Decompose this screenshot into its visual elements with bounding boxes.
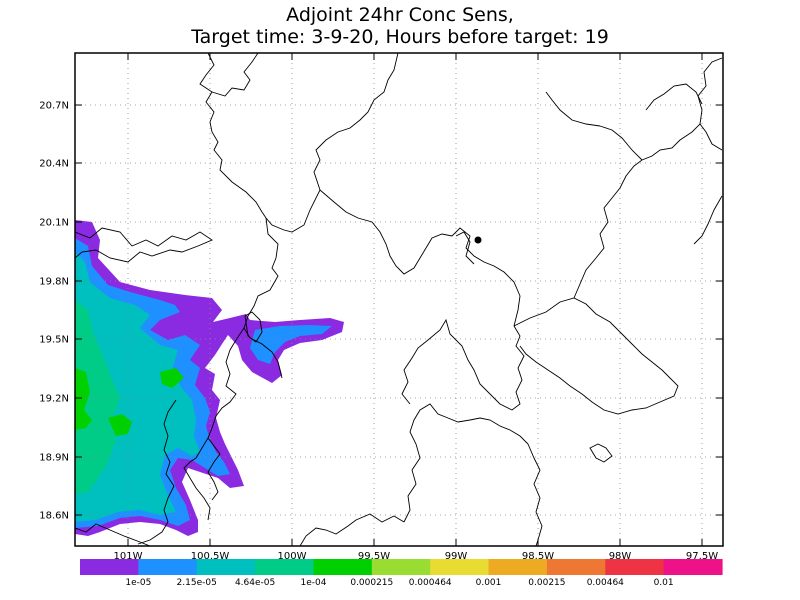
lat-tick-label: 20.4N [39, 159, 69, 170]
colorbar-swatch [255, 559, 315, 575]
lat-tick-label: 19.5N [39, 335, 69, 346]
colorbar-label: 0.001 [476, 578, 502, 588]
colorbar-label: 0.000215 [350, 578, 393, 588]
colorbar-swatch [546, 559, 606, 575]
title-line-2: Target time: 3-9-20, Hours before target… [191, 26, 609, 48]
colorbar-swatch [138, 559, 198, 575]
plume-level-blue-east [250, 325, 332, 364]
border-line [527, 443, 543, 546]
axis-ticks [75, 53, 723, 546]
border-line [513, 297, 679, 415]
border-line [183, 327, 245, 521]
colorbar-swatch [313, 559, 373, 575]
lat-tick-label: 19.8N [39, 277, 69, 288]
lon-tick-label: 99.5W [358, 551, 390, 562]
colorbar-label: 1e-04 [301, 578, 327, 588]
colorbar-label: 0.000464 [409, 578, 452, 588]
lat-tick-label: 20.7N [39, 101, 69, 112]
border-line [589, 443, 613, 463]
border-line [299, 513, 405, 546]
longitude-labels: 101W 100.5W 100W 99.5W 99W 98.5W 98W 97.5W [114, 551, 719, 562]
colorbar-swatch [80, 559, 139, 575]
border-line [697, 57, 723, 125]
lat-tick-label: 20.1N [39, 218, 69, 229]
colorbar-swatch [430, 559, 490, 575]
colorbar-swatch [196, 559, 256, 575]
border-line [545, 91, 601, 127]
border-line [401, 318, 525, 411]
border-line [403, 403, 529, 523]
border-line [319, 189, 521, 327]
border-line [645, 83, 703, 111]
colorbar-labels: 1e-05 2.15e-05 4.64e-05 1e-04 0.000215 0.0004… [125, 578, 673, 588]
colorbar-swatch [605, 559, 665, 575]
graticule [75, 53, 723, 546]
border-line [244, 311, 263, 343]
lon-tick-label: 100.5W [191, 551, 230, 562]
border-line [75, 523, 151, 546]
sensitivity-plume [75, 220, 344, 536]
lat-tick-label: 18.9N [39, 453, 69, 464]
plume-level-green-2 [108, 414, 132, 436]
border-line [455, 231, 475, 265]
colorbar-swatch [371, 559, 431, 575]
border-line [211, 53, 259, 97]
lon-tick-label: 100W [278, 551, 307, 562]
colorbar-label: 1e-05 [125, 578, 151, 588]
border-line [693, 195, 723, 245]
lon-tick-label: 101W [114, 551, 143, 562]
lon-tick-label: 97.5W [686, 551, 718, 562]
map-frame [74, 52, 724, 547]
colorbar-label: 0.00215 [528, 578, 565, 588]
border-line [137, 399, 177, 545]
target-location-marker [474, 236, 482, 244]
colorbar-label: 0.00464 [587, 578, 624, 588]
colorbar [80, 559, 723, 575]
lon-tick-label: 99W [445, 551, 468, 562]
border-line [75, 227, 213, 263]
border-line [243, 217, 283, 379]
colorbar-label: 0.01 [654, 578, 674, 588]
border-line [207, 437, 221, 501]
border-line [199, 53, 399, 233]
title-line-1: Adjoint 24hr Conc Sens, [286, 4, 514, 26]
colorbar-label: 2.15e-05 [177, 578, 217, 588]
plume-level-green-1 [75, 368, 92, 430]
colorbar-swatch [488, 559, 548, 575]
colorbar-label: 4.64e-05 [235, 578, 275, 588]
border-line [573, 123, 723, 299]
lat-tick-label: 19.2N [39, 394, 69, 405]
latitude-labels: 20.7N 20.4N 20.1N 19.8N 19.5N 19.2N 18.9N 18.6N [39, 101, 69, 522]
state-borders [75, 53, 723, 546]
plume-level-teal [75, 300, 120, 494]
lon-tick-label: 98W [609, 551, 632, 562]
colorbar-swatch [663, 559, 723, 575]
plume-level-green-3 [160, 368, 184, 388]
border-line [599, 125, 643, 161]
plot-title: Adjoint 24hr Conc Sens, Target time: 3-9… [0, 4, 800, 48]
lat-tick-label: 18.6N [39, 511, 69, 522]
lon-tick-label: 98.5W [522, 551, 554, 562]
